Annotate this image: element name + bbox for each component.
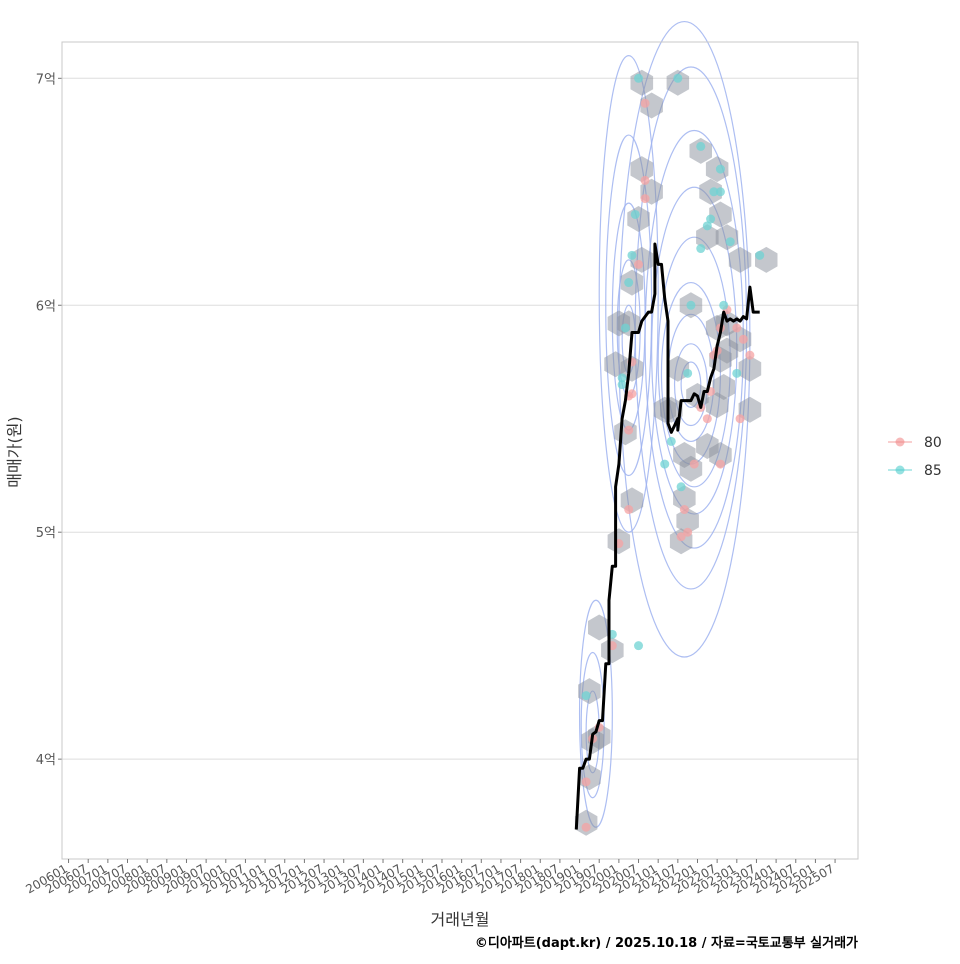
y-tick-label: 5억 [36, 526, 56, 541]
point-series-85 [620, 323, 630, 333]
point-series-85 [634, 73, 644, 83]
point-series-85 [732, 368, 742, 378]
point-series-85 [706, 214, 716, 224]
hex-bin [601, 637, 624, 664]
point-series-85 [696, 244, 706, 254]
point-series-80 [745, 350, 755, 360]
scatter-points [581, 73, 765, 832]
point-series-85 [702, 221, 712, 231]
hex-bin [738, 396, 762, 423]
point-series-80 [624, 425, 634, 435]
point-series-85 [624, 278, 634, 288]
x-axis: 2006012006072007012007072008012008072009… [23, 859, 837, 897]
y-tick-label: 7억 [36, 72, 56, 87]
hex-bin [588, 614, 611, 641]
legend-key-dot [895, 465, 905, 475]
legend: 80 85 [888, 435, 942, 479]
point-series-85 [617, 380, 627, 390]
point-series-85 [683, 368, 693, 378]
hex-bin [709, 201, 732, 228]
trend-line [574, 242, 760, 830]
point-series-80 [581, 822, 591, 832]
hex-bin [673, 485, 696, 512]
hex-bins [574, 69, 778, 836]
point-series-85 [634, 641, 644, 651]
hex-bin [627, 206, 650, 232]
point-series-80 [640, 194, 650, 204]
y-axis-title: 매매가(원) [5, 416, 24, 487]
x-axis-title: 거래년월 [431, 910, 490, 929]
hex-bin [696, 224, 719, 251]
hex-bin [712, 374, 735, 400]
point-series-80 [732, 323, 742, 333]
hex-bin [620, 355, 644, 382]
point-series-85 [719, 300, 729, 310]
hex-bin [709, 442, 732, 468]
point-series-80 [683, 527, 693, 537]
point-series-80 [676, 532, 686, 542]
point-series-85 [660, 459, 670, 469]
point-series-80 [735, 414, 745, 424]
legend-label: 80 [924, 435, 942, 451]
hex-bin [630, 69, 654, 96]
point-series-85 [581, 691, 591, 701]
point-series-85 [676, 482, 686, 492]
y-tick-label: 6억 [36, 299, 56, 314]
point-series-80 [689, 459, 699, 469]
hex-bin [676, 507, 699, 534]
point-series-85 [715, 187, 725, 197]
hex-bin [738, 355, 762, 382]
point-series-80 [715, 459, 725, 469]
point-series-85 [666, 436, 676, 446]
point-series-80 [702, 414, 712, 424]
legend-key-dot [895, 437, 905, 447]
point-series-80 [679, 505, 689, 515]
point-series-85 [755, 250, 765, 260]
point-series-80 [640, 98, 650, 108]
hex-bin [666, 355, 690, 382]
hex-bin [715, 224, 739, 251]
point-series-85 [709, 187, 719, 197]
point-series-85 [627, 250, 637, 260]
point-series-85 [617, 373, 627, 383]
hex-bin [755, 246, 778, 273]
legend-label: 85 [924, 463, 942, 479]
point-series-85 [673, 73, 683, 83]
density-contours [578, 20, 751, 828]
hex-bin [728, 246, 752, 273]
point-series-85 [630, 209, 640, 219]
trend-line-group [574, 242, 760, 830]
point-series-85 [696, 141, 706, 151]
point-series-80 [624, 505, 634, 515]
hex-bin [689, 137, 712, 164]
y-axis: 4억 5억 6억 7억 [36, 72, 62, 768]
point-series-85 [725, 237, 735, 247]
source-caption: ©디아파트(dapt.kr) / 2025.10.18 / 자료=국토교통부 실… [474, 936, 858, 951]
density-contour [580, 651, 605, 799]
density-contour [680, 361, 702, 408]
hex-bin [630, 156, 654, 183]
point-series-85 [686, 300, 696, 310]
point-series-80 [581, 777, 591, 787]
point-series-80 [634, 259, 644, 269]
hex-bin [574, 809, 598, 836]
point-series-80 [627, 389, 637, 399]
point-series-80 [640, 175, 650, 185]
density-contour [673, 343, 708, 427]
hex-bin [660, 396, 683, 423]
point-series-85 [715, 164, 725, 174]
y-tick-label: 4억 [36, 753, 56, 768]
point-series-80 [738, 334, 748, 344]
plot-border [61, 41, 859, 860]
density-contour [598, 55, 659, 533]
